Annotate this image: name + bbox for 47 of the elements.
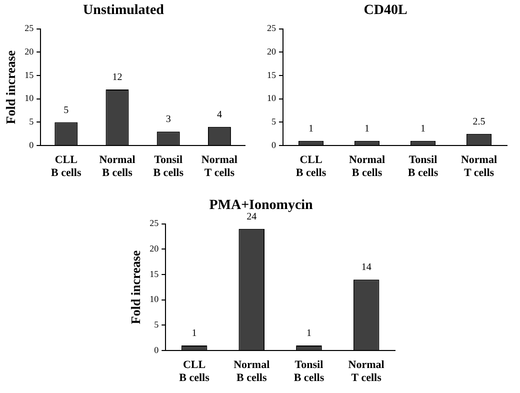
- x-tick-label: CLL B cells: [179, 359, 210, 384]
- data-label: 1: [306, 328, 312, 340]
- x-tick-label: Normal T cells: [460, 154, 498, 180]
- y-tick-label: 0: [29, 140, 34, 150]
- data-label: 1: [364, 124, 370, 135]
- y-tick-label: 0: [272, 140, 276, 150]
- data-label: 24: [246, 211, 257, 222]
- y-tick-label: 25: [24, 23, 34, 34]
- y-tick-label: 15: [267, 70, 276, 80]
- y-tick-label: 5: [272, 116, 276, 127]
- data-label: 12: [112, 72, 122, 84]
- y-tick-label: 15: [150, 268, 160, 279]
- y-tick-label: 20: [150, 244, 160, 254]
- x-tick-label: Tonsil B cells: [294, 359, 325, 384]
- x-tick-label: Normal T cells: [201, 154, 238, 180]
- x-tick-label: Tonsil B cells: [153, 154, 184, 180]
- data-label: 2.5: [472, 116, 486, 128]
- chart-title: PMA+Ionomycin: [209, 198, 314, 214]
- x-tick-label: Normal B cells: [234, 359, 270, 384]
- chart-title: Unstimulated: [83, 3, 164, 18]
- x-tick-label: Normal B cells: [99, 154, 136, 180]
- x-tick-label: CLL B cells: [296, 154, 327, 180]
- data-label: 4: [216, 110, 222, 121]
- y-tick-label: 10: [24, 93, 34, 104]
- data-label: 14: [361, 262, 372, 274]
- x-tick-label: Normal T cells: [348, 359, 384, 384]
- data-label: 1: [308, 124, 314, 135]
- y-tick-label: 10: [267, 93, 276, 104]
- y-tick-label: 20: [267, 46, 276, 57]
- y-tick-label: 5: [154, 320, 160, 330]
- y-tick-label: 0: [154, 344, 160, 355]
- data-label: 1: [192, 328, 197, 340]
- y-tick-label: 25: [267, 23, 276, 34]
- y-axis-title: Fold increase: [3, 50, 18, 124]
- data-label: 1: [420, 124, 426, 135]
- x-tick-label: Tonsil B cells: [408, 154, 439, 180]
- x-tick-label: Normal B cells: [348, 154, 386, 180]
- y-axis-title: Fold increase: [128, 250, 144, 324]
- data-label: 5: [64, 104, 69, 116]
- y-tick-label: 10: [150, 294, 160, 304]
- y-tick-label: 20: [24, 46, 34, 57]
- data-label: 3: [166, 114, 171, 126]
- chart-title: CD40L: [364, 3, 408, 18]
- x-tick-label: CLL B cells: [51, 154, 82, 180]
- y-tick-label: 25: [150, 218, 160, 228]
- y-tick-label: 15: [24, 70, 34, 80]
- y-tick-label: 5: [29, 116, 34, 127]
